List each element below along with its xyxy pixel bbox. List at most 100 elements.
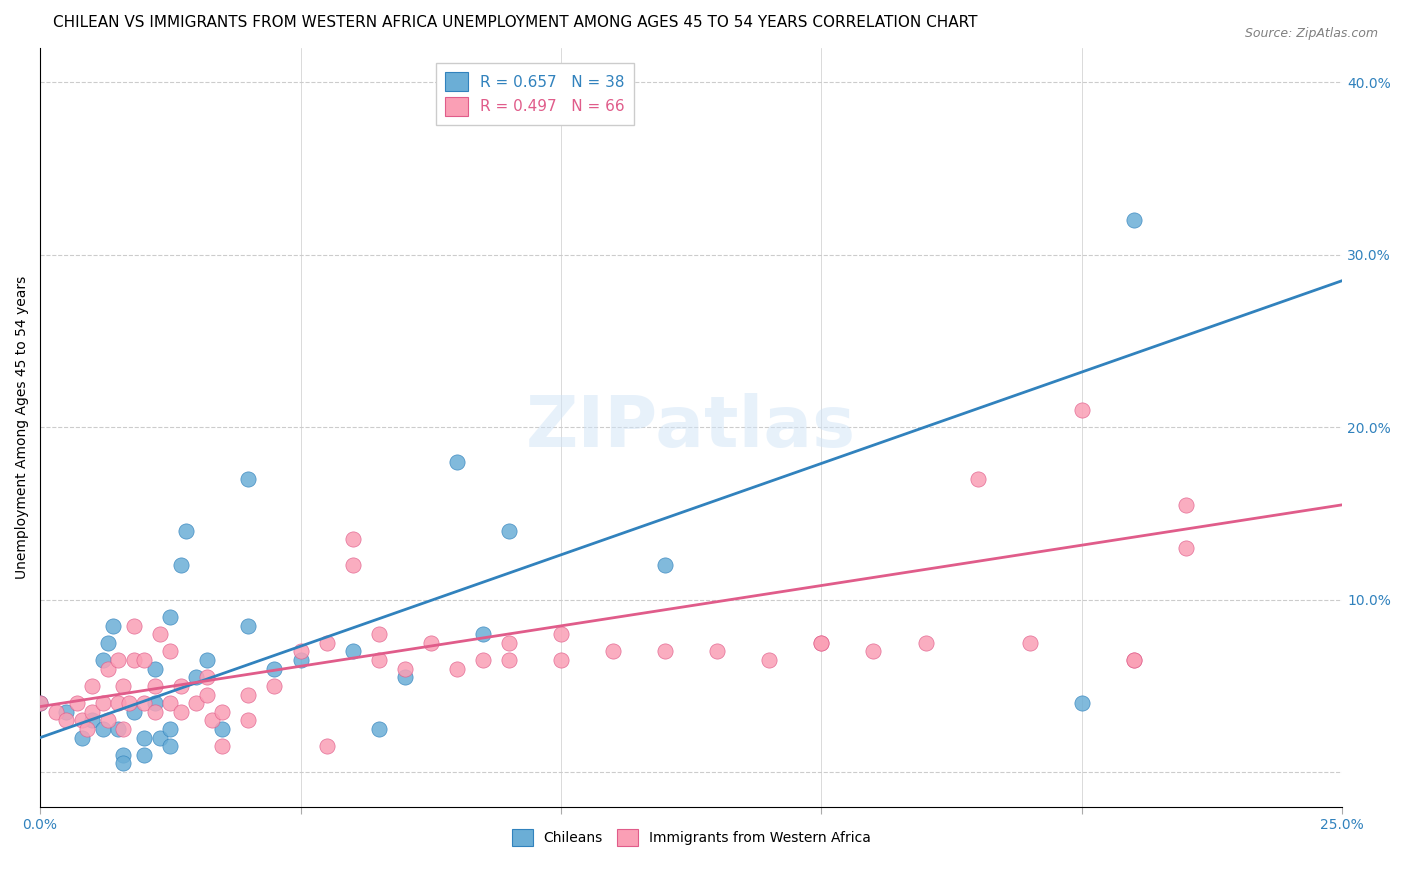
Point: [107, 696, 129, 710]
Point: [134, 731, 156, 745]
Point: [498, 524, 520, 538]
Point: [143, 679, 166, 693]
Point: [238, 714, 260, 728]
Point: [159, 696, 181, 710]
Point: [195, 670, 218, 684]
Point: [159, 610, 181, 624]
Point: [91, 696, 114, 710]
Point: [342, 644, 364, 658]
Point: [122, 618, 145, 632]
Point: [76, 722, 98, 736]
Point: [471, 653, 494, 667]
Point: [602, 644, 624, 658]
Point: [149, 627, 172, 641]
Point: [149, 731, 172, 745]
Text: ZIPatlas: ZIPatlas: [526, 392, 856, 462]
Point: [966, 472, 988, 486]
Point: [112, 756, 135, 771]
Point: [112, 722, 135, 736]
Point: [170, 679, 193, 693]
Point: [107, 722, 129, 736]
Point: [211, 722, 233, 736]
Point: [143, 662, 166, 676]
Point: [112, 747, 135, 762]
Point: [342, 558, 364, 573]
Point: [211, 739, 233, 754]
Point: [367, 627, 389, 641]
Point: [1018, 636, 1040, 650]
Text: CHILEAN VS IMMIGRANTS FROM WESTERN AFRICA UNEMPLOYMENT AMONG AGES 45 TO 54 YEARS: CHILEAN VS IMMIGRANTS FROM WESTERN AFRIC…: [53, 15, 977, 30]
Point: [112, 679, 135, 693]
Point: [263, 662, 285, 676]
Point: [342, 533, 364, 547]
Point: [367, 653, 389, 667]
Point: [134, 653, 156, 667]
Point: [471, 627, 494, 641]
Point: [97, 714, 120, 728]
Point: [1175, 498, 1198, 512]
Point: [134, 747, 156, 762]
Point: [45, 705, 67, 719]
Point: [446, 455, 468, 469]
Point: [159, 722, 181, 736]
Point: [810, 636, 832, 650]
Point: [91, 722, 114, 736]
Point: [170, 558, 193, 573]
Text: Source: ZipAtlas.com: Source: ZipAtlas.com: [1244, 27, 1378, 40]
Point: [143, 705, 166, 719]
Point: [654, 644, 676, 658]
Point: [914, 636, 936, 650]
Point: [159, 739, 181, 754]
Point: [186, 696, 208, 710]
Point: [70, 731, 93, 745]
Point: [174, 524, 197, 538]
Point: [122, 705, 145, 719]
Point: [263, 679, 285, 693]
Point: [134, 696, 156, 710]
Point: [498, 636, 520, 650]
Point: [55, 714, 77, 728]
Point: [159, 644, 181, 658]
Point: [1175, 541, 1198, 555]
Point: [201, 714, 224, 728]
Point: [186, 670, 208, 684]
Point: [706, 644, 728, 658]
Point: [550, 653, 572, 667]
Point: [810, 636, 832, 650]
Point: [82, 705, 104, 719]
Point: [550, 627, 572, 641]
Point: [394, 662, 416, 676]
Point: [70, 714, 93, 728]
Point: [82, 714, 104, 728]
Point: [55, 705, 77, 719]
Point: [367, 722, 389, 736]
Point: [195, 653, 218, 667]
Point: [143, 696, 166, 710]
Point: [654, 558, 676, 573]
Point: [1070, 403, 1092, 417]
Point: [498, 653, 520, 667]
Point: [1070, 696, 1092, 710]
Point: [170, 705, 193, 719]
Point: [118, 696, 141, 710]
Point: [195, 688, 218, 702]
Point: [290, 644, 312, 658]
Point: [97, 662, 120, 676]
Point: [238, 688, 260, 702]
Point: [1122, 213, 1144, 227]
Point: [238, 618, 260, 632]
Point: [446, 662, 468, 676]
Point: [122, 653, 145, 667]
Point: [290, 653, 312, 667]
Point: [30, 696, 52, 710]
Point: [30, 696, 52, 710]
Point: [101, 618, 124, 632]
Point: [862, 644, 884, 658]
Point: [91, 653, 114, 667]
Point: [1122, 653, 1144, 667]
Point: [238, 472, 260, 486]
Legend: R = 0.657   N = 38, R = 0.497   N = 66: R = 0.657 N = 38, R = 0.497 N = 66: [436, 63, 634, 125]
Point: [758, 653, 780, 667]
Y-axis label: Unemployment Among Ages 45 to 54 years: Unemployment Among Ages 45 to 54 years: [15, 276, 30, 579]
Point: [107, 653, 129, 667]
